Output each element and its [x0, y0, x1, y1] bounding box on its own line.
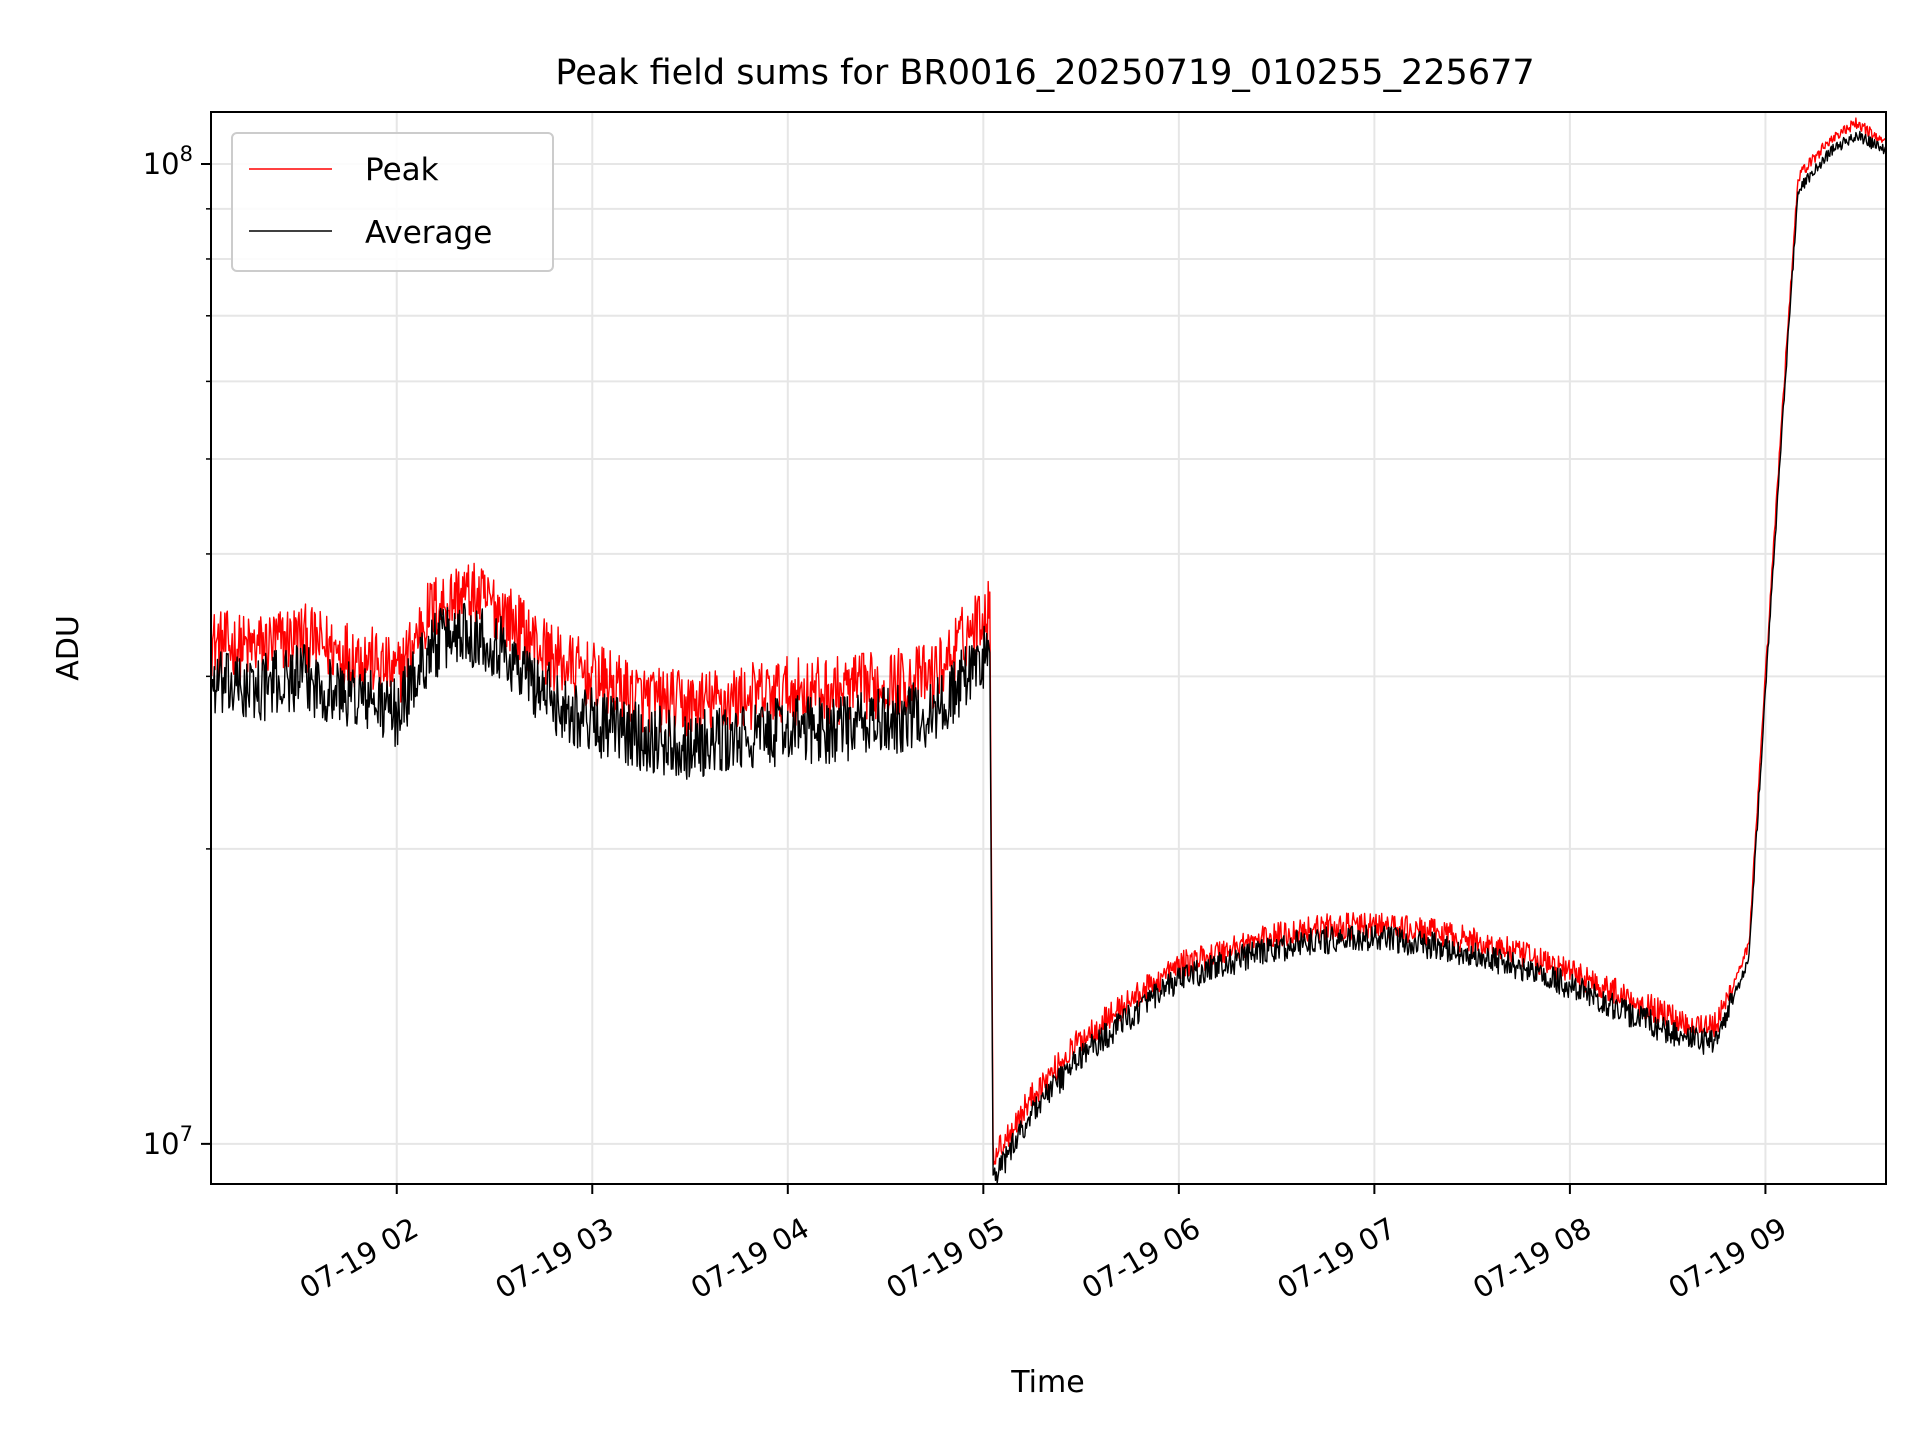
legend-label-peak: Peak: [365, 152, 439, 188]
legend: Peak Average: [231, 132, 554, 272]
plot-frame: [210, 111, 1887, 1185]
legend-label-average: Average: [365, 215, 492, 251]
y-axis-label: ADU: [51, 615, 86, 681]
x-axis-label: Time: [1010, 1365, 1084, 1400]
y-tick-label: 107: [143, 1122, 193, 1161]
series-line-peak: [211, 117, 1886, 1166]
plot-series: [211, 117, 1886, 1184]
grid: [211, 112, 1886, 1184]
chart-title: Peak field sums for BR0016_20250719_0102…: [555, 53, 1534, 93]
legend-box: [231, 132, 554, 272]
y-tick-label: 108: [143, 142, 193, 181]
series-line-average: [211, 130, 1886, 1184]
y-axis: 107 108: [143, 142, 211, 1161]
